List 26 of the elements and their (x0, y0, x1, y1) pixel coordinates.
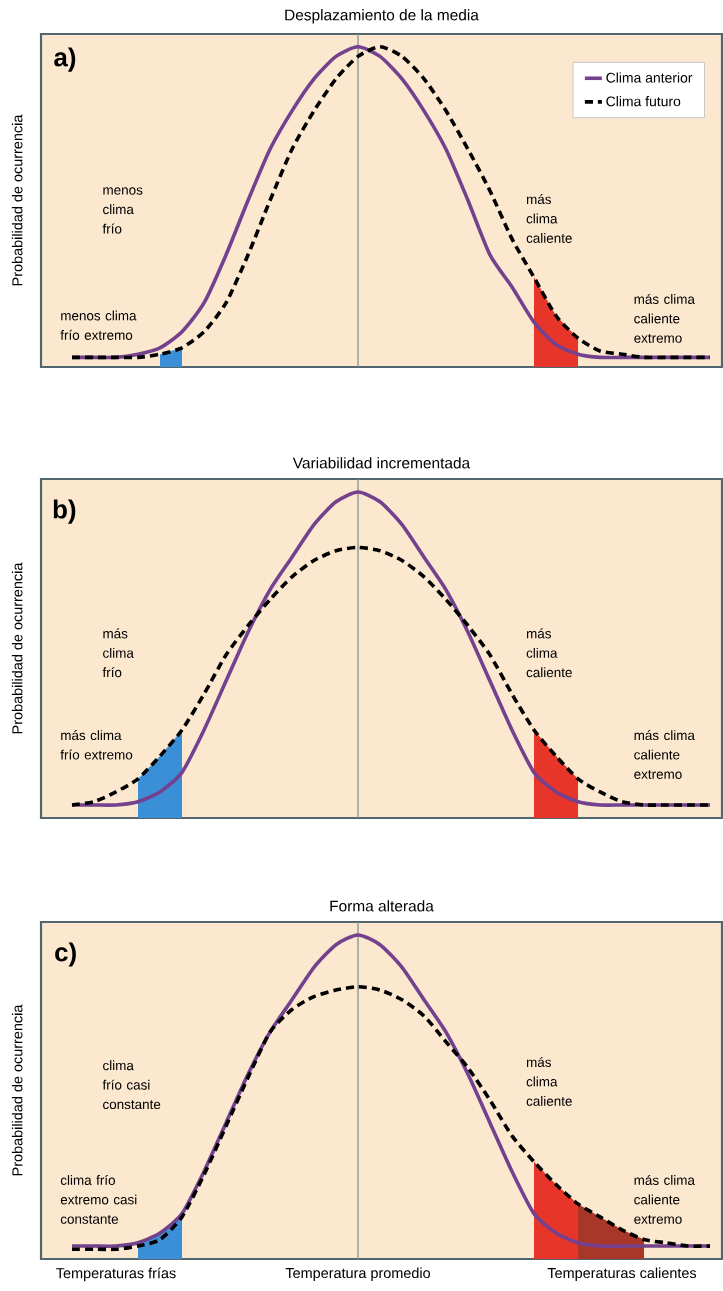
annotation: menos clima frío extremo (60, 310, 137, 340)
x-tick-label: Temperatura promedio (285, 1267, 430, 1281)
annotation: más clima caliente (526, 194, 572, 243)
annotation: más clima caliente extremo (634, 730, 695, 779)
annotation: a) (54, 47, 76, 72)
annotation: más clima caliente (526, 1056, 572, 1106)
annotation: clima frío casi constante (102, 1060, 161, 1110)
annotation: menos clima frío (102, 187, 143, 234)
x-tick-label: Temperaturas frías (56, 1267, 176, 1282)
chart-title: Desplazamiento de la media (285, 9, 479, 24)
annotation: b) (53, 499, 76, 524)
x-tick-label: Temperaturas calientes (547, 1267, 697, 1281)
legend-label: Clima anterior (606, 72, 693, 83)
annotation: más clima frío extremo (60, 730, 133, 760)
annotation: más clima caliente extremo (634, 293, 695, 343)
annotation: c) (55, 942, 76, 967)
annotation: clima frío extremo casi constante (60, 1174, 137, 1224)
annotation: más clima caliente extremo (634, 1174, 695, 1224)
chart-title: Variabilidad incrementada (292, 457, 471, 469)
chart-title: Forma alterada (330, 900, 434, 912)
annotation: más clima frío (102, 628, 134, 678)
annotation: más clima caliente (526, 628, 572, 678)
y-axis-title: Probabilidad de ocurrencia (11, 114, 23, 286)
y-axis-title: Probabilidad de ocurrencia (11, 562, 23, 734)
y-axis-title: Probabilidad de ocurrencia (11, 1004, 23, 1176)
legend-label: Clima futuro (606, 96, 681, 107)
